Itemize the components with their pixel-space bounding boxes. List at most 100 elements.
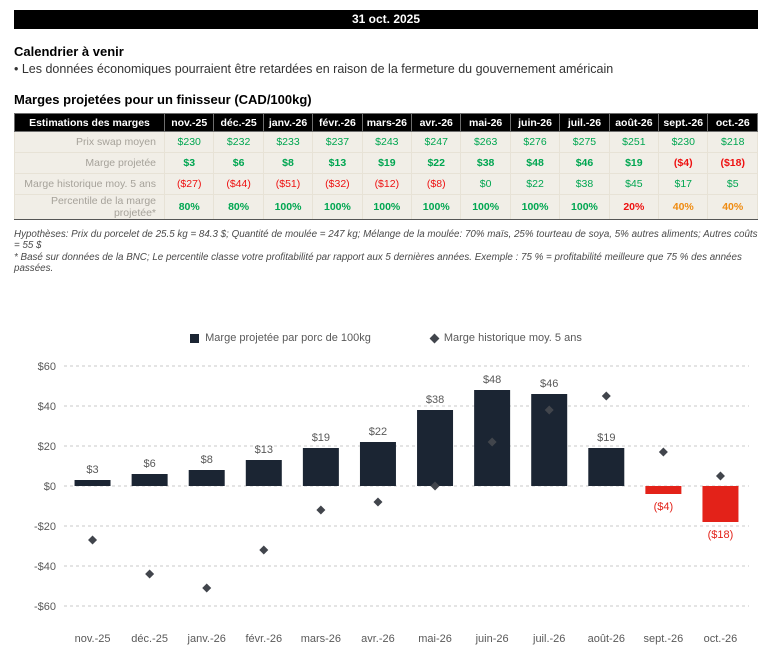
bar-value-label: $19 (597, 432, 615, 444)
table-month-header: avr.-26 (411, 113, 462, 132)
table-cell: $275 (559, 131, 610, 153)
x-tick-label: févr.-26 (245, 633, 282, 645)
y-tick-label: -$40 (34, 561, 56, 573)
table-cell: $3 (163, 152, 215, 174)
table-cell: 40% (707, 194, 758, 220)
table-month-header: juin-26 (509, 113, 561, 132)
bar-series-legend-icon (190, 333, 200, 343)
table-cell: 100% (460, 194, 511, 220)
footnote-percentile: * Basé sur données de la BNC; Le percent… (14, 252, 742, 274)
table-cell: $230 (163, 131, 215, 153)
table-cell: 20% (608, 194, 660, 220)
table-cell: $45 (608, 173, 660, 195)
x-tick-label: sept.-26 (644, 633, 684, 645)
table-month-header: nov.-25 (163, 113, 215, 132)
table-cell: $46 (559, 152, 610, 174)
table-cell: ($8) (411, 173, 462, 195)
table-cell: 40% (658, 194, 709, 220)
table-cell: $38 (460, 152, 511, 174)
historical-diamond-marker (145, 569, 155, 579)
table-cell: ($18) (707, 152, 758, 174)
bar-value-label: ($4) (654, 501, 674, 513)
table-cell: ($51) (262, 173, 314, 195)
x-tick-label: nov.-25 (75, 633, 111, 645)
table-cell: $38 (559, 173, 610, 195)
legend-item-projected-margin: Marge projetée par porc de 100kg (190, 332, 371, 344)
table-month-header: déc.-25 (213, 113, 264, 132)
table-cell: $0 (460, 173, 511, 195)
margin-bar (188, 470, 225, 486)
historical-diamond-marker (487, 437, 497, 447)
bar-value-label: $6 (144, 458, 156, 470)
table-cell: $276 (509, 131, 561, 153)
table-month-header: mai-26 (460, 113, 511, 132)
x-tick-label: janv.-26 (187, 633, 226, 645)
table-cell: 100% (509, 194, 561, 220)
table-cell: $6 (213, 152, 264, 174)
x-tick-label: avr.-26 (361, 633, 395, 645)
row-label: Marge projetée (14, 152, 165, 174)
table-cell: $8 (262, 152, 314, 174)
margin-bar (245, 460, 282, 486)
historical-diamond-marker (544, 405, 554, 415)
row-label: Percentile de la marge projetée* (14, 194, 165, 220)
table-cell: $22 (411, 152, 462, 174)
margins-table-head-row: Estimations des marges nov.-25 déc.-25 janv… (14, 113, 758, 132)
legend-label-projected: Marge projetée par porc de 100kg (205, 332, 371, 344)
table-cell: $247 (411, 131, 462, 153)
table-cell: $237 (312, 131, 363, 153)
margins-table: Estimations des marges nov.-25 déc.-25 janv… (14, 113, 758, 220)
x-tick-label: oct.-26 (704, 633, 738, 645)
historical-diamond-marker (88, 535, 98, 545)
bar-value-label: $8 (201, 454, 213, 466)
legend-item-historical-margin: Marge historique moy. 5 ans (429, 332, 582, 344)
table-cell: 100% (312, 194, 363, 220)
x-tick-label: août-26 (588, 633, 625, 645)
bar-value-label: $3 (86, 464, 98, 476)
margin-bar (74, 480, 111, 486)
table-cell: $13 (312, 152, 363, 174)
table-cell: 100% (361, 194, 413, 220)
y-tick-label: -$60 (34, 601, 56, 613)
table-cell: $251 (608, 131, 660, 153)
row-label: Prix swap moyen (14, 131, 165, 153)
y-tick-label: $0 (44, 481, 56, 493)
historical-diamond-marker (373, 497, 383, 507)
margins-chart: $60 $40 $20 $0 -$20 -$40 -$60 $3 nov.-25 $6 déc.-2… (34, 361, 749, 645)
bar-value-label: ($18) (708, 529, 734, 541)
table-cell: $19 (608, 152, 660, 174)
margins-table-body: Prix swap moyen $230 $232 $233 $237 $243 $247 $… (14, 131, 758, 220)
bar-value-label: $22 (369, 426, 387, 438)
bar-value-label: $13 (255, 444, 273, 456)
margins-chart-section: Marge projetée par porc de 100kg Marge h… (14, 330, 758, 655)
date-banner: 31 oct. 2025 (14, 10, 758, 29)
margin-bar (359, 442, 396, 486)
historical-diamond-marker (259, 545, 269, 555)
table-month-header: juil.-26 (559, 113, 610, 132)
table-cell: $48 (509, 152, 561, 174)
x-tick-label: déc.-25 (131, 633, 168, 645)
table-row: Marge projetée $3 $6 $8 $13 $19 $22 $38 $48 $46 $1… (14, 152, 758, 174)
table-month-header: oct.-26 (707, 113, 758, 132)
table-row: Marge historique moy. 5 ans ($27) ($44) ($5… (14, 173, 758, 195)
table-cell: 100% (411, 194, 462, 220)
historical-diamond-marker (658, 447, 668, 457)
table-row: Percentile de la marge projetée* 80% 80% 10… (14, 194, 758, 220)
diamond-series-legend-icon (429, 333, 440, 343)
table-cell: $5 (707, 173, 758, 195)
historical-diamond-marker (202, 583, 212, 593)
table-month-header: sept.-26 (658, 113, 709, 132)
table-cell: ($32) (312, 173, 363, 195)
table-row: Prix swap moyen $230 $232 $233 $237 $243 $247 $… (14, 131, 758, 153)
y-tick-label: $20 (38, 441, 56, 453)
legend-label-historical: Marge historique moy. 5 ans (443, 332, 582, 344)
margins-table-title: Marges projetées pour un finisseur (CAD/… (14, 92, 312, 107)
margin-bar (302, 448, 339, 486)
x-tick-label: mai-26 (418, 633, 452, 645)
table-month-header: janv.-26 (262, 113, 314, 132)
table-month-header: août-26 (608, 113, 660, 132)
y-tick-label: $60 (38, 361, 56, 373)
historical-diamond-marker (715, 471, 725, 481)
margin-bar (417, 410, 454, 486)
y-tick-label: -$20 (34, 521, 56, 533)
